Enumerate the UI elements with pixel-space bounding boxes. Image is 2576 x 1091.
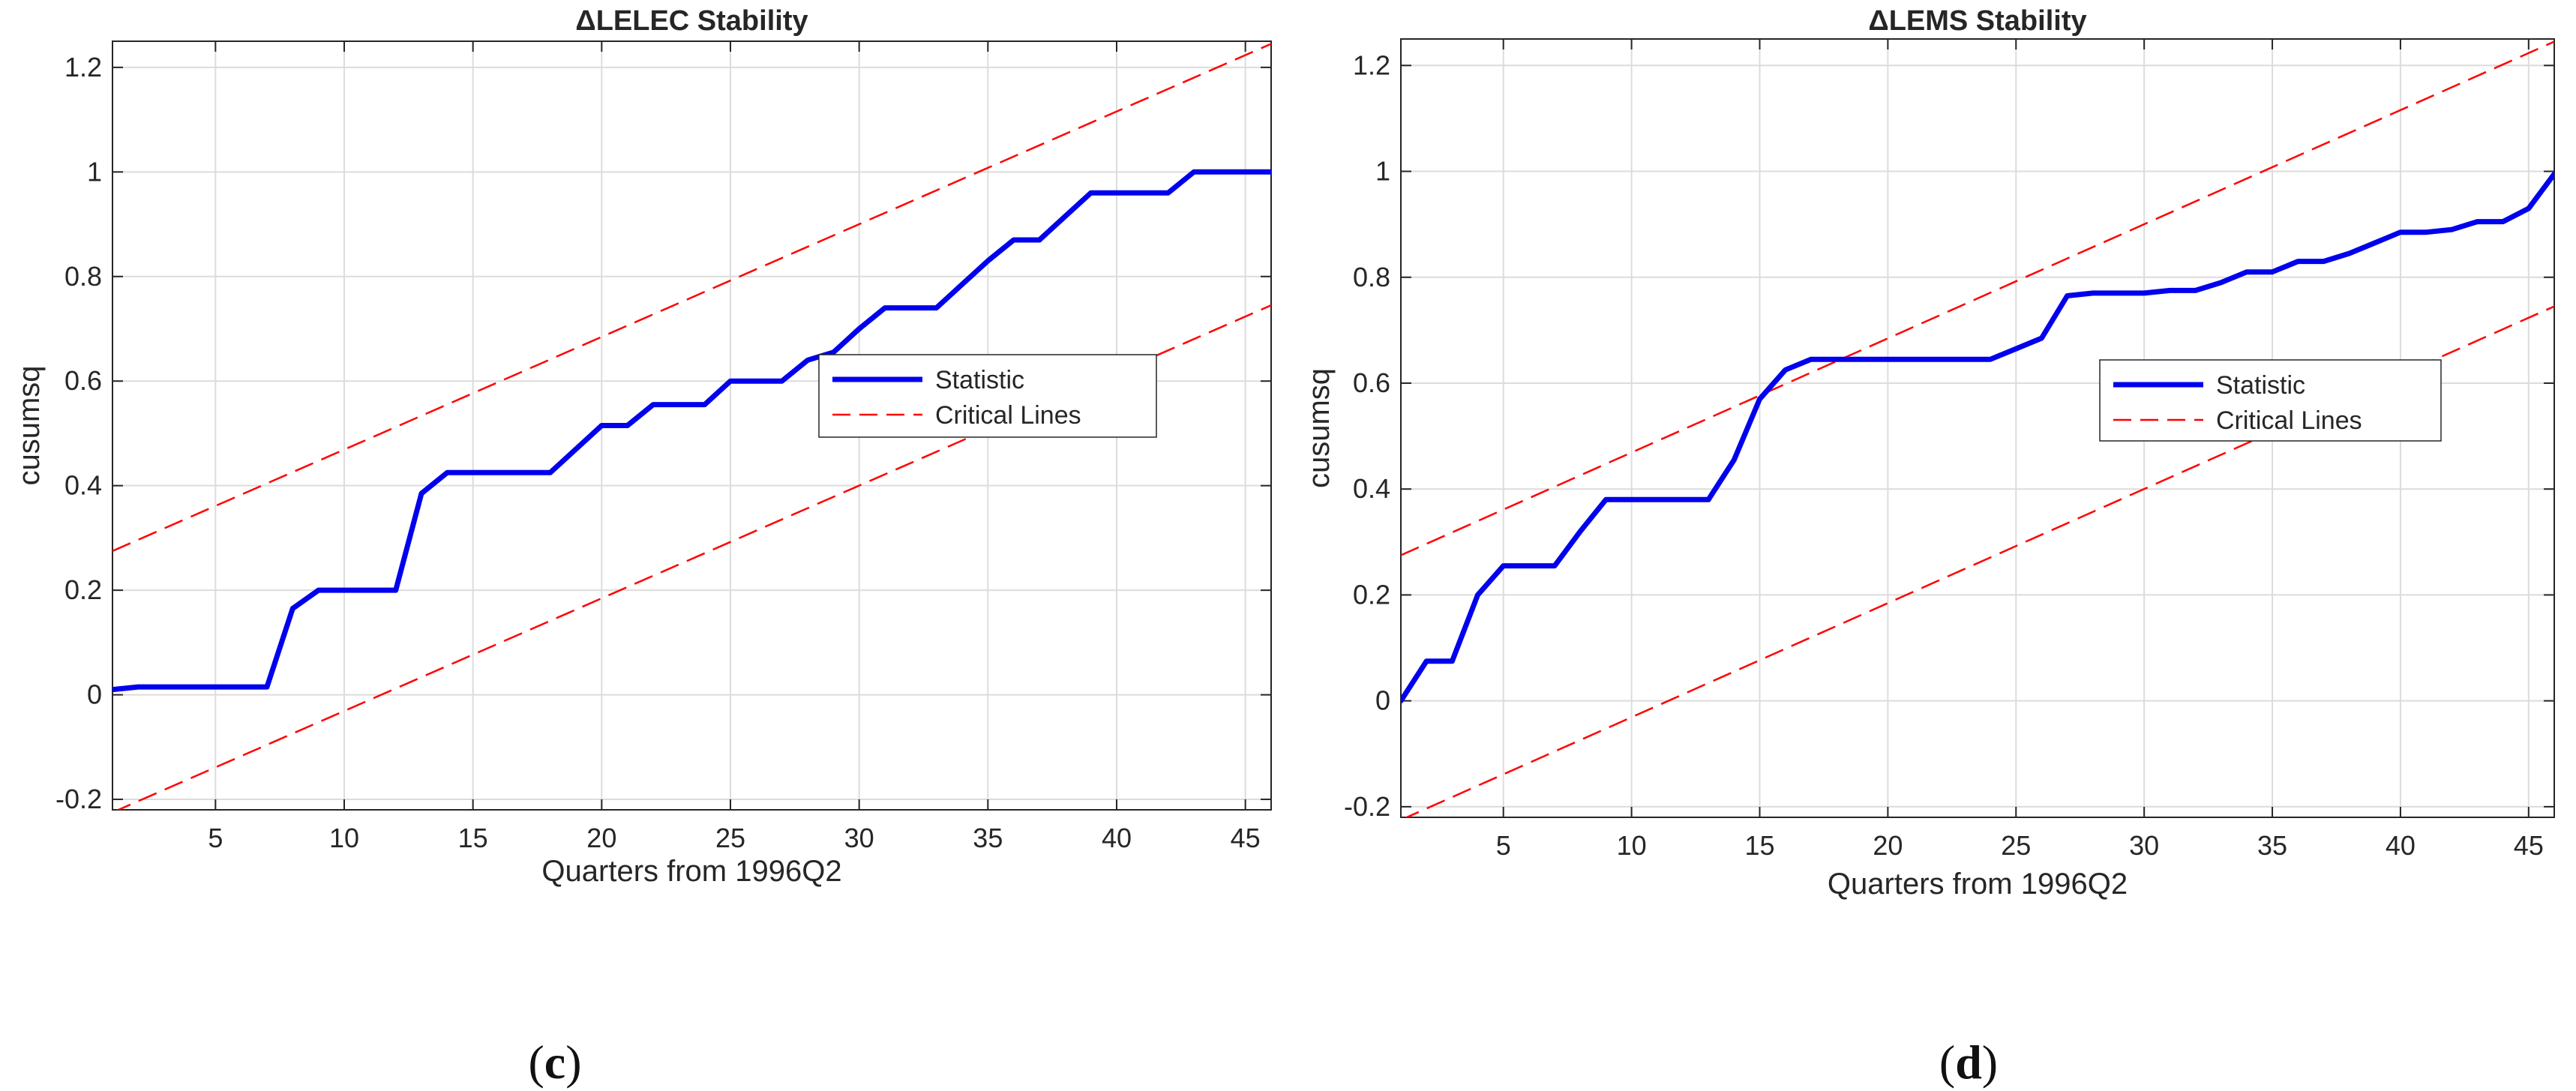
chart-panel-d: ΔLEMS Stability 5 10 15 20 25 30 35 40 45 -0.2 0 0.… [1290,0,2576,1091]
critical-line-lower [115,304,1271,810]
y-axis-label: cusumsq [13,365,46,485]
legend-label-critical-lines: Critical Lines [935,401,1081,430]
y-tick-label: -0.2 [1344,791,1390,822]
y-axis-label: cusumsq [1303,368,1336,488]
chart-title: ΔLELEC Stability [575,5,808,37]
y-tick-label: 0.8 [64,261,102,292]
critical-line-upper [112,43,1271,552]
x-tick-label: 30 [2129,830,2159,861]
legend: Statistic Critical Lines [2099,359,2442,442]
x-tick-label: 15 [1744,830,1774,861]
x-tick-label: 15 [458,823,488,853]
y-tick-label: 1 [1375,156,1390,187]
critical-line-lower [1404,305,2554,817]
x-tick-label: 10 [1617,830,1647,861]
x-tick-label: 30 [844,823,874,853]
legend-box [818,354,1157,438]
x-tick-label: 45 [2514,830,2544,861]
x-tick-label: 40 [1102,823,1132,853]
statistic-line [1401,171,2554,704]
x-tick-label: 40 [2386,830,2416,861]
y-tick-label: 0.2 [1353,579,1390,610]
y-tick-label: 0.6 [64,365,102,396]
y-tick-label: 0 [87,679,102,710]
panel-caption: (d) [1939,1036,1998,1089]
y-tick-label: 0.4 [64,470,102,501]
x-tick-label: 20 [1873,830,1903,861]
y-tick-label: 0.2 [64,574,102,605]
y-tick-label: 0.4 [1353,473,1390,504]
y-tick-label: 0.8 [1353,262,1390,292]
legend-label-statistic: Statistic [2216,371,2305,400]
legend-box [2099,359,2442,442]
statistic-line [112,169,1271,693]
series-layer [1401,40,2554,817]
x-tick-label: 25 [715,823,745,853]
panel-caption: (c) [528,1036,581,1089]
legend: Statistic Critical Lines [818,354,1157,438]
legend-label-statistic: Statistic [935,366,1024,394]
legend-label-critical-lines: Critical Lines [2216,406,2362,435]
chart-panel-c: ΔLELEC Stability 5 10 15 20 25 30 35 40 45 -0.2 0 0… [13,5,1272,1089]
chart-d-svg: ΔLEMS Stability 5 10 15 20 25 30 35 40 45 -0.2 0 0.… [1303,5,2555,1089]
x-tick-label: 25 [2001,830,2031,861]
y-tick-label: 0.6 [1353,367,1390,398]
y-tick-label: -0.2 [55,784,102,814]
plot-area [112,40,1272,811]
x-tick-label: 5 [208,823,223,853]
chart-title: ΔLEMS Stability [1868,5,2086,37]
y-tick-label: 1.2 [64,52,102,82]
plot-area [1400,38,2555,818]
axis-ticks: 5 10 15 20 25 30 35 40 45 -0.2 0 0.2 0.4 0.6 0.8 1 1.2 [1344,39,2554,861]
x-tick-label: 5 [1496,830,1511,861]
y-tick-label: 0 [1375,685,1390,716]
y-tick-label: 1 [87,156,102,187]
series-layer [112,43,1271,810]
x-tick-label: 35 [2257,830,2287,861]
x-axis-label: Quarters from 1996Q2 [541,855,841,888]
x-tick-label: 45 [1231,823,1261,853]
chart-c-svg: ΔLELEC Stability 5 10 15 20 25 30 35 40 45 -0.2 0 0… [13,5,1272,1089]
x-tick-label: 35 [973,823,1003,853]
x-tick-label: 10 [329,823,359,853]
axis-ticks: 5 10 15 20 25 30 35 40 45 -0.2 0 0.2 0.4 0.6 0.8 1 1.2 [55,41,1271,853]
x-axis-label: Quarters from 1996Q2 [1828,868,2128,901]
y-tick-label: 1.2 [1353,49,1390,80]
x-tick-label: 20 [586,823,616,853]
critical-line-upper [1401,40,2554,556]
